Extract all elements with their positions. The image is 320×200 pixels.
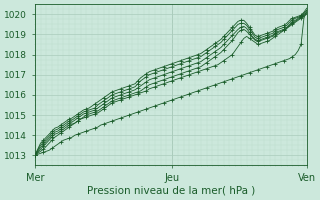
X-axis label: Pression niveau de la mer( hPa ): Pression niveau de la mer( hPa ) [87,186,255,196]
